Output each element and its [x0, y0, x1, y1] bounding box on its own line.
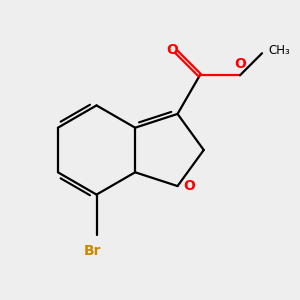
- Text: O: O: [166, 43, 178, 57]
- Text: O: O: [184, 179, 195, 193]
- Text: Br: Br: [83, 244, 101, 258]
- Text: O: O: [234, 57, 246, 71]
- Text: CH₃: CH₃: [268, 44, 290, 57]
